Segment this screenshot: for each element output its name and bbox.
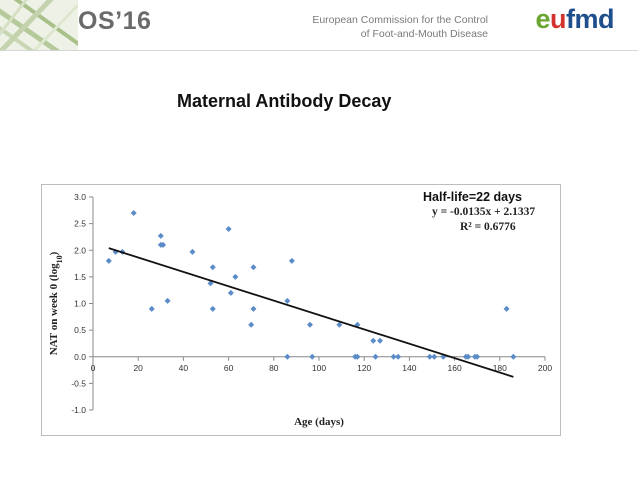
data-point xyxy=(164,297,171,304)
y-tick-label: 1.5 xyxy=(74,272,86,282)
y-tick-label: 0.0 xyxy=(74,352,86,362)
data-point xyxy=(209,305,216,312)
data-point xyxy=(503,305,510,312)
header-banner: OS’16 European Commission for the Contro… xyxy=(0,0,638,50)
x-tick-label: 100 xyxy=(312,363,326,373)
eufmd-logo: eufmd xyxy=(535,4,614,35)
scatter-chart: 3.0 2.5 2.0 1.5 1.0 0.5 0.0 -0.5 -1.0 0 20 40 60 80 10… xyxy=(48,192,552,428)
data-point xyxy=(372,353,379,360)
data-point xyxy=(284,297,291,304)
commission-line-1: European Commission for the Control xyxy=(312,14,488,26)
y-tick-label: 2.0 xyxy=(74,245,86,255)
x-tick-label: 140 xyxy=(402,363,416,373)
data-point xyxy=(225,225,232,232)
data-point xyxy=(130,209,137,216)
trendline-equation: y = -0.0135x + 2.1337 xyxy=(432,206,536,218)
data-point xyxy=(157,232,164,239)
y-tick-label: 1.0 xyxy=(74,299,86,309)
annotation-box xyxy=(425,189,549,231)
data-point xyxy=(105,257,112,264)
data-point xyxy=(189,248,196,255)
x-tick-label: 120 xyxy=(357,363,371,373)
data-point xyxy=(248,321,255,328)
data-point xyxy=(250,264,257,271)
x-tick-label: 0 xyxy=(91,363,96,373)
y-axis-label: NAT on week 0 (log10) xyxy=(48,251,64,355)
y-tick-label: 0.5 xyxy=(74,325,86,335)
data-point xyxy=(148,305,155,312)
data-point xyxy=(354,353,361,360)
data-point xyxy=(474,353,481,360)
data-point xyxy=(306,321,313,328)
data-point xyxy=(309,353,316,360)
y-tick-label: -0.5 xyxy=(71,378,86,388)
y-tick-label: -1.0 xyxy=(71,405,86,415)
data-point xyxy=(250,305,257,312)
slide-title: Maternal Antibody Decay xyxy=(177,91,392,111)
eufmd-logo-e: e xyxy=(535,4,550,34)
x-tick-label: 180 xyxy=(493,363,507,373)
r-squared: R² = 0.6776 xyxy=(460,221,516,233)
conference-title: OS’16 xyxy=(78,7,152,35)
trendline xyxy=(108,247,514,378)
x-tick-label: 20 xyxy=(133,363,143,373)
data-point xyxy=(465,353,472,360)
x-tick-label: 200 xyxy=(538,363,552,373)
eufmd-logo-u: u xyxy=(550,4,567,34)
x-axis-label: Age (days) xyxy=(294,416,344,428)
eufmd-logo-fmd: fmd xyxy=(566,4,615,34)
data-point xyxy=(377,337,384,344)
x-tick-label: 60 xyxy=(224,363,234,373)
data-point xyxy=(336,321,343,328)
data-point xyxy=(426,353,433,360)
os-logo-graphic xyxy=(0,0,78,50)
y-tick-label: 3.0 xyxy=(74,192,86,202)
data-point xyxy=(510,353,517,360)
data-point xyxy=(431,353,438,360)
y-tick-label: 2.5 xyxy=(74,219,86,229)
x-tick-label: 80 xyxy=(269,363,279,373)
commission-name: European Commission for the Control of F… xyxy=(312,13,488,41)
x-tick-label: 160 xyxy=(448,363,462,373)
data-point xyxy=(395,353,402,360)
data-point xyxy=(209,264,216,271)
data-point xyxy=(288,257,295,264)
data-point xyxy=(390,353,397,360)
data-point xyxy=(232,273,239,280)
data-point xyxy=(227,289,234,296)
data-point xyxy=(370,337,377,344)
data-point xyxy=(160,241,167,248)
header-divider xyxy=(0,50,638,51)
x-tick-label: 40 xyxy=(179,363,189,373)
halflife-annotation: Half-life=22 days xyxy=(423,190,523,204)
commission-line-2: of Foot-and-Mouth Disease xyxy=(360,28,488,40)
data-point xyxy=(284,353,291,360)
